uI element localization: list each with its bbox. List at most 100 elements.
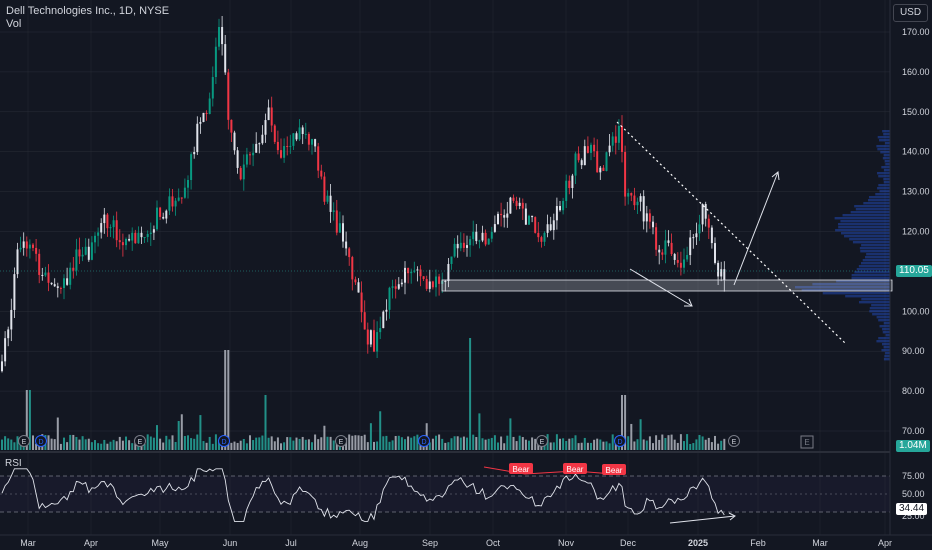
candle-body	[38, 253, 41, 275]
price-tick-label: 100.00	[902, 306, 930, 316]
candle-body	[307, 133, 310, 145]
candle-body	[683, 259, 685, 268]
candle-body	[112, 220, 115, 228]
candle-body	[168, 196, 171, 211]
volume-profile-bar	[883, 178, 890, 181]
volume-profile-bar	[860, 262, 890, 265]
candle-body	[559, 206, 561, 211]
candle-body	[41, 274, 44, 276]
candle-body	[400, 282, 403, 285]
candle-body	[586, 146, 589, 153]
price-tick-label: 140.00	[902, 147, 930, 157]
volume-bar	[149, 436, 152, 450]
candle-body	[475, 231, 478, 242]
volume-bar	[118, 436, 121, 450]
arrow-down-projection[interactable]	[629, 268, 693, 307]
volume-bar	[379, 411, 382, 450]
volume-bar	[311, 442, 313, 450]
candle-body	[577, 153, 580, 161]
volume-bar	[270, 436, 273, 450]
volume-bar	[627, 436, 630, 450]
volume-bar	[357, 435, 360, 450]
volume-profile-bar	[858, 265, 890, 268]
candle-body	[416, 269, 419, 271]
volume-bar	[81, 436, 84, 450]
volume-bar	[667, 435, 670, 450]
event-marker[interactable]	[536, 435, 548, 447]
volume-bar	[273, 441, 276, 450]
event-marker[interactable]	[728, 435, 740, 447]
event-marker[interactable]	[35, 435, 47, 447]
arrow-up-projection[interactable]	[733, 171, 780, 286]
rsi-divergence-arrow[interactable]	[669, 512, 736, 524]
candle-body	[652, 221, 654, 228]
currency-button[interactable]: USD	[893, 4, 928, 22]
event-marker[interactable]	[335, 435, 347, 447]
volume-bar	[348, 434, 351, 450]
candle-body	[717, 262, 720, 277]
event-marker[interactable]	[218, 435, 230, 447]
candle-body	[255, 143, 258, 153]
volume-bar	[63, 437, 65, 450]
event-marker[interactable]	[18, 435, 30, 447]
volume-bar	[280, 443, 282, 450]
volume-profile-bar	[838, 223, 890, 226]
symbol-title[interactable]: Dell Technologies Inc., 1D, NYSE	[6, 5, 170, 17]
candle-body	[397, 284, 400, 289]
candle-body	[16, 249, 19, 275]
rsi-last-tag: 34.44	[896, 503, 928, 515]
event-marker[interactable]	[614, 435, 626, 447]
volume-bar	[723, 438, 726, 450]
volume-profile-bar	[872, 313, 890, 316]
volume-bar	[59, 443, 62, 450]
volume-bar	[459, 437, 462, 450]
volume-profile-bar	[840, 220, 890, 223]
volume-bar	[689, 443, 692, 450]
candle-body	[140, 232, 143, 238]
volume-profile-bar	[878, 184, 890, 187]
time-label: Aug	[352, 538, 368, 548]
candle-body	[611, 136, 614, 146]
event-marker[interactable]	[418, 435, 430, 447]
volume-bar	[394, 435, 397, 450]
volume-profile-bar	[883, 169, 890, 172]
volume-bar	[636, 439, 639, 450]
volume-bar	[363, 434, 366, 450]
volume-bar	[679, 434, 682, 450]
rsi-tick-label: 50.00	[902, 489, 925, 499]
volume-label[interactable]: Vol	[6, 18, 22, 30]
candle-body	[537, 232, 540, 238]
volume-bar	[75, 436, 78, 450]
candle-body	[78, 249, 81, 257]
volume-bar	[183, 436, 186, 450]
volume-bar	[444, 442, 447, 450]
volume-bar	[143, 443, 146, 450]
volume-profile-bar	[861, 244, 890, 247]
volume-profile-bar	[877, 187, 890, 190]
volume-bar	[84, 439, 87, 450]
downtrend-line[interactable]	[616, 121, 846, 344]
event-marker[interactable]	[134, 435, 146, 447]
candle-body	[1, 361, 3, 372]
candle-body	[87, 246, 90, 260]
rsi-label[interactable]: RSI	[5, 458, 22, 469]
earnings-future-marker[interactable]	[800, 435, 814, 449]
volume-bar	[683, 441, 685, 450]
volume-bar	[187, 435, 189, 450]
time-label: Nov	[558, 538, 575, 548]
candle-body	[314, 139, 317, 147]
volume-bar	[509, 418, 512, 450]
candle-body	[59, 287, 62, 289]
candle-body	[555, 206, 558, 221]
volume-bar	[596, 438, 599, 450]
candle-body	[221, 27, 224, 45]
volume-profile-bar	[883, 322, 890, 325]
support-zone[interactable]	[441, 279, 893, 292]
volume-bars	[1, 338, 726, 450]
candle-body	[4, 338, 7, 362]
candle-body	[602, 167, 605, 171]
volume-bar	[438, 434, 441, 450]
volume-bar	[487, 438, 490, 450]
